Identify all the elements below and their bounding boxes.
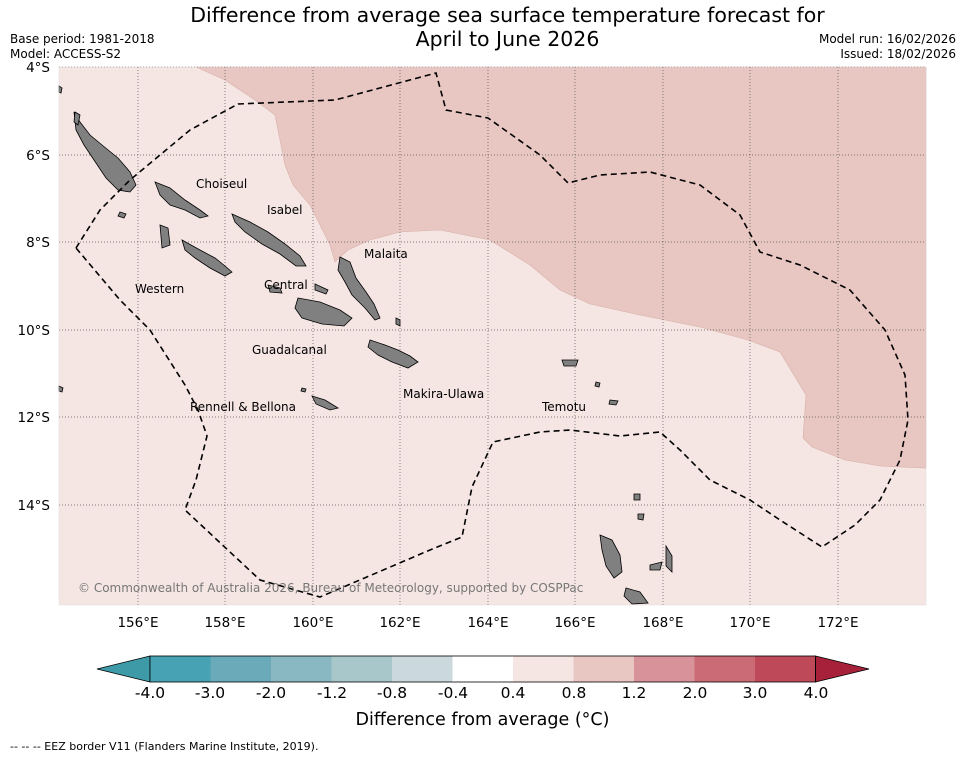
- colorbar-segment: [331, 656, 392, 682]
- lon-label: 156°E: [117, 615, 158, 631]
- land-masses: [58, 85, 673, 605]
- island-vanuatu-pentecost: [665, 544, 673, 573]
- colorbar-segment: [694, 656, 755, 682]
- colorbar-tick: 3.0: [742, 684, 768, 702]
- colorbar-tick: -0.4: [437, 684, 469, 702]
- colorbar-tick: 4.0: [803, 684, 829, 702]
- model-run: Model run: 16/02/2026: [818, 32, 956, 46]
- island-malaita: [337, 256, 381, 321]
- longitude-labels: 156°E 158°E 160°E 162°E 164°E 166°E 168°…: [117, 615, 858, 631]
- island-temotu-3: [608, 399, 619, 406]
- lat-label: 8°S: [26, 235, 50, 251]
- island-temotu-1: [561, 359, 579, 367]
- colorbar-arrow-right: [815, 655, 870, 683]
- island-rennell: [311, 395, 340, 411]
- colorbar-segment: [210, 656, 271, 682]
- map-svg: 4°S 6°S 8°S 10°S 12°S 14°S 156°E 158°E 1…: [18, 60, 927, 631]
- colorbar-segment: [513, 656, 574, 682]
- lon-label: 164°E: [467, 615, 508, 631]
- colorbar-tick: -1.2: [316, 684, 348, 702]
- colorbar-tick: -3.0: [194, 684, 226, 702]
- island-makira: [367, 339, 419, 369]
- colorbar-tick: 2.0: [682, 684, 708, 702]
- place-label-malaita: Malaita: [364, 247, 408, 261]
- island-vanuatu-banks: [633, 493, 641, 501]
- place-label-central: Central: [264, 278, 308, 292]
- place-label-western: Western: [135, 282, 184, 296]
- island-central: [267, 284, 283, 294]
- lat-label: 10°S: [18, 323, 51, 339]
- place-label-guadalcanal: Guadalcanal: [252, 343, 327, 357]
- lat-label: 4°S: [26, 60, 50, 76]
- island-new-georgia: [73, 111, 137, 193]
- colorbar-segments: [96, 655, 870, 683]
- colorbar-segment: [271, 656, 332, 682]
- place-label-isabel: Isabel: [267, 203, 302, 217]
- colorbar-segment: [755, 656, 816, 682]
- issued-date: Issued: 18/02/2026: [840, 47, 956, 61]
- colorbar-segment: [452, 656, 513, 682]
- map-title: Difference from average sea surface temp…: [100, 3, 915, 51]
- colorbar-label: Difference from average (°C): [355, 710, 610, 730]
- colorbar-tick: 0.8: [561, 684, 587, 702]
- island-western-group-2: [159, 224, 171, 249]
- place-labels: Choiseul Isabel Malaita Western Central …: [135, 177, 586, 414]
- lon-label: 166°E: [554, 615, 595, 631]
- island-vella: [73, 111, 81, 126]
- lat-label: 12°S: [18, 410, 51, 426]
- base-period: Base period: 1981-2018: [10, 32, 155, 46]
- colorbar-tick: 0.4: [500, 684, 526, 702]
- place-label-temotu: Temotu: [541, 400, 586, 414]
- colorbar-segment: [392, 656, 453, 682]
- model-name: Model: ACCESS-S2: [10, 47, 122, 61]
- lon-label: 170°E: [729, 615, 770, 631]
- island-south-malaita: [395, 317, 401, 327]
- colorbar-segment: [573, 656, 634, 682]
- colorbar-outline: [149, 655, 816, 683]
- place-label-rennell-bellona: Rennell & Bellona: [190, 400, 296, 414]
- meta-right: Model run: 16/02/2026 Issued: 18/02/2026: [819, 32, 956, 62]
- eez-footnote: -- -- -- EEZ border V11 (Flanders Marine…: [10, 740, 319, 753]
- title-line-2: April to June 2026: [415, 27, 600, 51]
- place-label-makira-ulawa: Makira-Ulawa: [403, 387, 484, 401]
- lon-label: 162°E: [379, 615, 420, 631]
- lat-label: 14°S: [18, 498, 51, 514]
- colorbar-tick: -4.0: [134, 684, 166, 702]
- island-vanuatu-small: [637, 513, 645, 521]
- island-temotu-2: [594, 381, 601, 388]
- lon-label: 158°E: [204, 615, 245, 631]
- copyright-notice: © Commonwealth of Australia 2026, Bureau…: [78, 581, 583, 595]
- colorbar-tick: -0.8: [376, 684, 408, 702]
- map-frame: [58, 66, 927, 606]
- colorbar-segment: [150, 656, 211, 682]
- lat-label: 6°S: [26, 148, 50, 164]
- island-vanuatu-malekula: [623, 587, 649, 605]
- lon-label: 168°E: [642, 615, 683, 631]
- colorbar-tick: -2.0: [255, 684, 287, 702]
- anomaly-region-high: [195, 66, 927, 469]
- island-shortland: [117, 211, 127, 219]
- island-western-group-1: [181, 239, 233, 277]
- lon-label: 172°E: [817, 615, 858, 631]
- island-isabel: [231, 213, 307, 267]
- island-vanuatu-espiritu: [599, 534, 623, 579]
- colorbar-tick: 1.2: [621, 684, 647, 702]
- latitude-labels: 4°S 6°S 8°S 10°S 12°S 14°S: [18, 60, 51, 514]
- island-central-2: [314, 283, 329, 295]
- island-choiseul: [154, 181, 209, 219]
- colorbar-segment: [634, 656, 695, 682]
- title-line-1: Difference from average sea surface temp…: [190, 3, 825, 27]
- island-vanuatu-ambae: [649, 561, 663, 571]
- meta-left: Base period: 1981-2018 Model: ACCESS-S2: [10, 32, 155, 62]
- place-label-choiseul: Choiseul: [196, 177, 247, 191]
- colorbar: [96, 655, 870, 683]
- lon-label: 160°E: [292, 615, 333, 631]
- island-bellona: [300, 387, 307, 393]
- colorbar-arrow-left: [96, 655, 151, 683]
- island-guadalcanal: [294, 297, 353, 327]
